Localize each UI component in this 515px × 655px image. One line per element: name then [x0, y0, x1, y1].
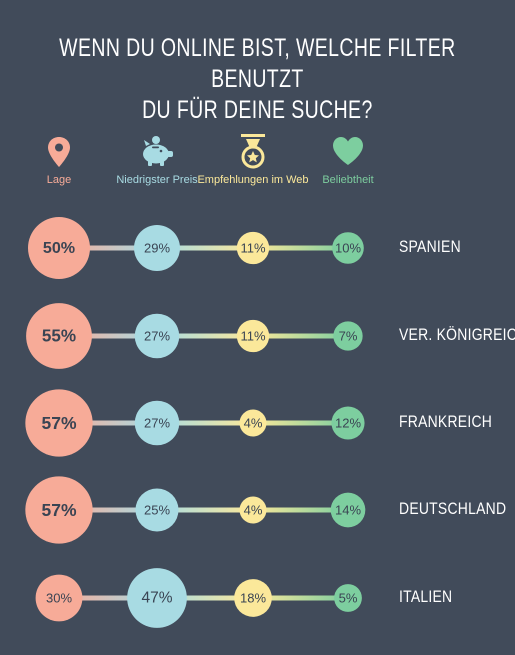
bubble-lage	[35, 574, 83, 622]
connector-bar	[253, 245, 348, 251]
connector-bar	[157, 245, 253, 251]
legend-label-lage: Lage	[46, 174, 72, 186]
connector-bar	[253, 595, 348, 601]
connector-bar	[59, 333, 157, 339]
bubble-beliebtheit	[334, 584, 362, 612]
legend-label-preis: Niedrigster Preis	[116, 174, 198, 186]
connector-bar	[157, 595, 253, 601]
category-label: SPANIEN	[399, 237, 461, 256]
title-line-1: WENN DU ONLINE BIST, WELCHE FILTER BENUT…	[59, 34, 456, 93]
connector-bar	[157, 333, 253, 339]
bubble-lage	[26, 303, 92, 369]
bubble-empfehlungen	[239, 496, 267, 524]
legend-item-preis: Niedrigster Preis	[97, 132, 217, 187]
connector-bar	[253, 333, 348, 339]
data-label-empfehlungen: 4%	[244, 503, 263, 518]
data-label-empfehlungen: 18%	[240, 591, 266, 606]
data-label-lage: 57%	[41, 413, 76, 433]
bubble-preis	[134, 400, 180, 446]
data-label-beliebtheit: 7%	[339, 329, 358, 344]
connector-bar	[157, 507, 253, 513]
bubble-empfehlungen	[236, 231, 270, 265]
bubble-lage	[25, 476, 93, 544]
data-label-beliebtheit: 5%	[339, 591, 358, 606]
data-label-beliebtheit: 10%	[335, 241, 361, 256]
connector-bar	[59, 245, 157, 251]
data-label-preis: 29%	[144, 241, 170, 256]
bubble-lage	[28, 217, 90, 279]
medal-icon	[193, 132, 313, 174]
legend-label-beliebtheit: Beliebtheit	[322, 174, 374, 186]
bubble-beliebtheit	[333, 321, 363, 351]
heart-icon	[288, 132, 408, 174]
piggy-bank-icon	[97, 132, 217, 174]
legend-item-lage: Lage	[0, 132, 119, 187]
map-pin-icon	[0, 132, 119, 174]
bubble-preis	[134, 313, 180, 359]
category-label: FRANKREICH	[399, 412, 493, 431]
legend-item-beliebtheit: Beliebtheit	[288, 132, 408, 187]
bubble-empfehlungen	[234, 579, 272, 617]
bubble-beliebtheit	[332, 232, 364, 264]
data-label-beliebtheit: 14%	[335, 503, 361, 518]
data-label-lage: 55%	[42, 327, 76, 346]
chart-title: WENN DU ONLINE BIST, WELCHE FILTER BENUT…	[57, 33, 459, 126]
data-label-preis: 27%	[144, 416, 170, 431]
data-label-lage: 57%	[41, 500, 76, 520]
title-line-2: DU FÜR DEINE SUCHE?	[142, 96, 373, 124]
data-label-preis: 47%	[141, 590, 172, 607]
legend-item-empfehlungen: Empfehlungen im Web	[193, 132, 313, 187]
bubble-beliebtheit	[330, 492, 366, 528]
bubble-lage	[25, 389, 93, 457]
connector-bar	[157, 420, 253, 426]
connector-bar	[253, 420, 348, 426]
bubble-preis	[135, 488, 179, 532]
data-label-empfehlungen: 11%	[240, 329, 265, 344]
category-label: ITALIEN	[399, 587, 453, 606]
data-label-lage: 50%	[43, 239, 75, 257]
bubble-preis	[127, 568, 187, 628]
connector-bar	[59, 595, 157, 601]
bubble-empfehlungen	[239, 409, 267, 437]
data-label-empfehlungen: 11%	[240, 241, 265, 256]
category-label: DEUTSCHLAND	[399, 499, 507, 518]
bubble-beliebtheit	[331, 406, 365, 440]
data-label-lage: 30%	[46, 591, 72, 606]
data-label-beliebtheit: 12%	[335, 416, 361, 431]
bubble-preis	[133, 224, 181, 272]
legend-label-empfehlungen: Empfehlungen im Web	[197, 174, 309, 186]
category-label: VER. KÖNIGREICH	[399, 325, 515, 344]
connector-bar	[59, 420, 157, 426]
bubble-empfehlungen	[236, 319, 270, 353]
data-label-empfehlungen: 4%	[244, 416, 263, 431]
connector-bar	[253, 507, 348, 513]
data-label-preis: 27%	[144, 329, 170, 344]
data-label-preis: 25%	[144, 503, 170, 518]
connector-bar	[59, 507, 157, 513]
